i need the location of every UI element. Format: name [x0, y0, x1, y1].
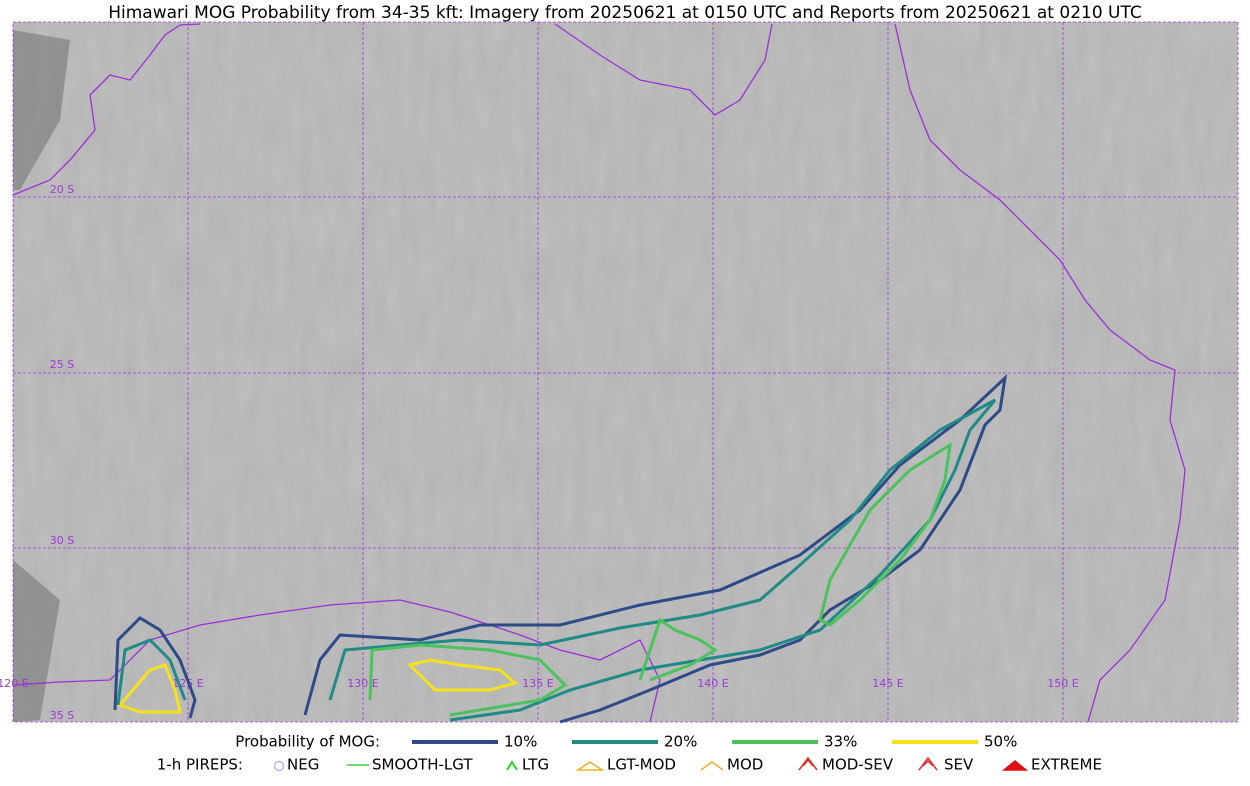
image-texture: [13, 22, 1238, 722]
coastline: [12, 599, 661, 723]
legend-title: 1-h PIREPS:: [157, 756, 243, 774]
lon-label: 150 E: [1047, 677, 1078, 690]
coastline: [12, 23, 201, 196]
probability-items: 10% 20% 33% 50%: [412, 733, 1017, 751]
contour-10: [113, 616, 197, 719]
coastline: [554, 23, 773, 116]
symbol-mod-sev: [798, 756, 818, 771]
coastline: [894, 23, 1186, 723]
legend-label: 50%: [984, 733, 1017, 751]
lon-label: 130 E: [347, 677, 378, 690]
symbol-neg: [273, 760, 285, 772]
legend-label: LTG: [522, 756, 549, 774]
lat-label: 30 S: [50, 534, 74, 547]
grid: [12, 21, 1239, 723]
legend-label: 10%: [504, 733, 537, 751]
legend-title: Probability of MOG:: [235, 733, 380, 751]
lat-label: 35 S: [50, 709, 74, 722]
symbol-sev: [918, 756, 938, 771]
pirep-symbols: [273, 756, 1029, 772]
legend-label: SMOOTH-LGT: [372, 756, 473, 774]
legend-label: LGT-MOD: [607, 756, 676, 774]
lon-label: 140 E: [697, 677, 728, 690]
contour-33: [368, 442, 952, 717]
contour-10: [303, 373, 1008, 724]
legend-label: 20%: [664, 733, 697, 751]
legend: Probability of MOG: 10% 20% 33% 50% 1-h PIR…: [157, 733, 1102, 774]
legend-label: MOD: [727, 756, 763, 774]
lat-label: 20 S: [50, 183, 74, 196]
legend-label: 33%: [824, 733, 857, 751]
lon-label: 135 E: [522, 677, 553, 690]
legend-label: MOD-SEV: [822, 756, 894, 774]
symbol-mod: [700, 761, 724, 771]
lat-label: 25 S: [50, 358, 74, 371]
cloud-region: [13, 30, 70, 722]
legend-label: SEV: [944, 756, 974, 774]
symbol-extreme: [1001, 760, 1029, 771]
symbol-lgt-mod: [575, 761, 605, 771]
legend-label: EXTREME: [1031, 756, 1102, 774]
contour-50: [117, 658, 519, 714]
lon-label: 120 E: [0, 677, 29, 690]
lon-label: 145 E: [872, 677, 903, 690]
contour-20: [116, 638, 187, 706]
contour-20: [328, 398, 997, 722]
probability-contours: [113, 373, 1008, 724]
symbol-ltg: [506, 760, 518, 771]
legend-label: NEG: [287, 756, 319, 774]
pirep-items: NEG SMOOTH-LGT LTG LGT-MOD MOD MOD-SEV SEV EXTR…: [287, 756, 1102, 774]
title: Himawari MOG Probability from 34-35 kft:…: [108, 3, 1142, 23]
